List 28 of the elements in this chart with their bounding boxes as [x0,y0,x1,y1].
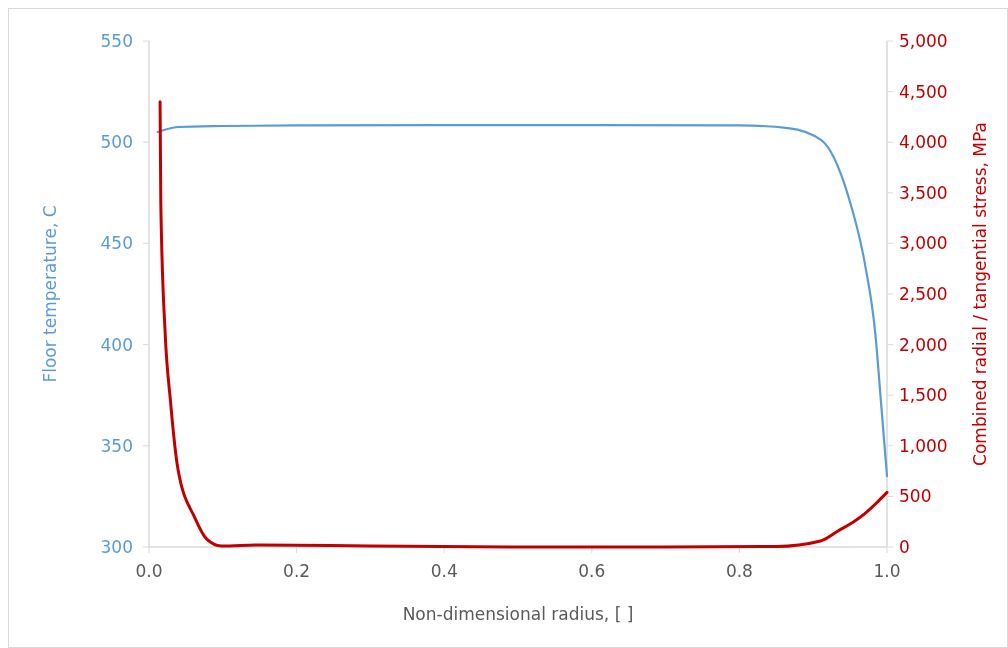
y-tick-label: 300 [100,536,133,557]
y2-tick-label: 2,000 [899,334,948,355]
y2-tick-label: 3,500 [899,182,948,203]
y2-tick-label: 2,500 [899,283,948,304]
y2-tick-label: 1,000 [899,435,948,456]
x-tick-label: 0.2 [283,561,311,581]
x-tick-label: 0.6 [578,561,606,581]
y2-axis-title: Combined radial / tangential stress, MPa [970,122,990,466]
y-axis-title: Floor temperature, C [40,205,60,383]
y-tick-label: 450 [100,233,133,254]
y-tick-label: 500 [100,132,133,153]
x-tick-label: 0.0 [135,561,163,581]
y-tick-label: 350 [100,435,133,456]
y2-tick-label: 5,000 [899,30,948,51]
y2-tick-label: 1,500 [899,385,948,406]
y2-tick-label: 4,500 [899,81,948,102]
y2-tick-label: 4,000 [899,132,948,153]
x-tick-label: 0.4 [430,561,458,581]
x-tick-label: 0.8 [725,561,753,581]
x-axis-title: Non-dimensional radius, [ ] [402,604,634,624]
y2-tick-label: 3,000 [899,233,948,254]
y2-tick-label: 500 [899,486,932,507]
line-series [158,100,889,549]
line-series [156,124,889,478]
y-tick-label: 400 [100,334,133,355]
x-tick-label: 1.0 [873,561,901,581]
y-tick-label: 550 [100,30,133,51]
y2-tick-label: 0 [899,536,910,557]
